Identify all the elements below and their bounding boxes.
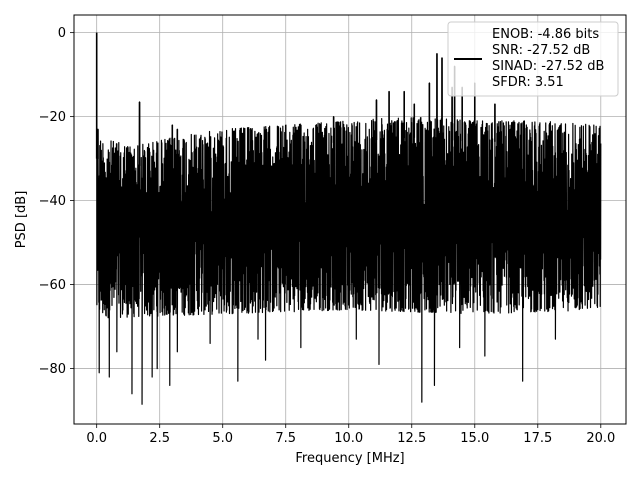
legend-entry: SINAD: -27.52 dB (492, 59, 604, 74)
x-tick-label: 0.0 (86, 431, 107, 446)
y-tick-label: −80 (39, 362, 66, 377)
tick-layer: 0.0 2.5 5.0 7.5 10.0 12.5 15.0 17.5 20.0 0 −20 −40 −… (39, 26, 616, 446)
axes-frame (73, 14, 627, 425)
x-tick-label: 10.0 (334, 431, 363, 446)
legend-entry: ENOB: -4.86 bits (492, 27, 599, 42)
x-tick-label: 20.0 (586, 431, 615, 446)
legend-entry: SFDR: 3.51 (492, 75, 564, 90)
data-layer (95, 32, 602, 405)
x-tick-label: 7.5 (275, 431, 296, 446)
x-tick-label: 12.5 (397, 431, 426, 446)
y-axis-label: PSD [dB] (14, 191, 29, 249)
legend-box (447, 21, 619, 97)
x-tick-label: 2.5 (149, 431, 170, 446)
legend-entry: SNR: -27.52 dB (492, 43, 590, 58)
psd-trace (96, 32, 602, 405)
x-tick-label: 5.0 (212, 431, 233, 446)
x-tick-label: 15.0 (460, 431, 489, 446)
x-tick-label: 17.5 (523, 431, 552, 446)
y-tick-label: −40 (39, 194, 66, 209)
y-tick-label: −20 (39, 110, 66, 125)
y-tick-label: 0 (58, 26, 66, 41)
y-tick-label: −60 (39, 278, 66, 293)
x-axis-label: Frequency [MHz] (295, 451, 404, 466)
